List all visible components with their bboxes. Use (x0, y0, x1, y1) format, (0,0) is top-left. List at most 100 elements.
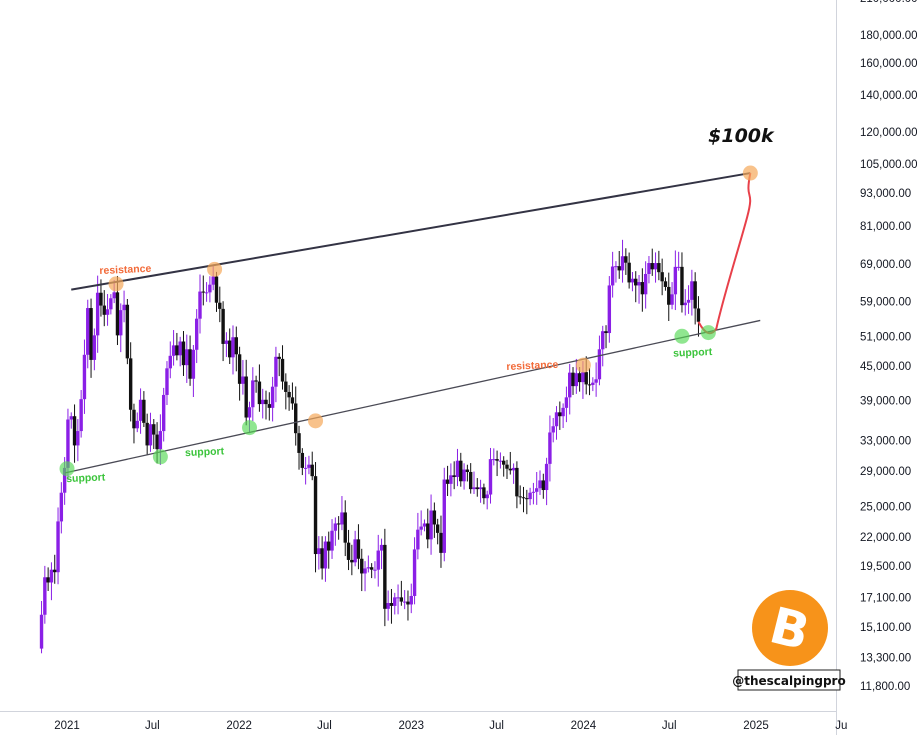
candle-body (449, 475, 453, 484)
candle-body (340, 512, 344, 525)
support-label: support (185, 445, 225, 459)
candle-body (402, 601, 407, 603)
candle-body (234, 337, 239, 355)
candle-body (201, 291, 205, 293)
candle-body (105, 309, 110, 315)
candle-body (617, 266, 621, 271)
y-tick-label: 51,000.00 (860, 331, 911, 343)
candle-body (178, 341, 182, 356)
candle-body (419, 526, 423, 530)
price-axis[interactable]: 210,000.00 180,000.00 160,000.00 140,000.00… (860, 0, 917, 693)
candle-body (313, 476, 318, 555)
y-tick-label: 13,300.00 (860, 652, 911, 664)
candle-body (122, 304, 126, 311)
candle-body (244, 376, 248, 418)
candle-body (650, 263, 654, 270)
candle-body (254, 380, 258, 382)
candle-body (376, 550, 380, 570)
candle-body (231, 337, 235, 358)
candle-body (112, 292, 116, 299)
y-tick-label: 120,000.00 (860, 127, 917, 139)
candle-body (46, 577, 50, 583)
y-tick-label: 22,000.00 (860, 532, 911, 544)
resistance-marker (207, 261, 223, 277)
candle-body (383, 544, 387, 609)
candle-body (333, 523, 338, 531)
x-tick-label: 2024 (571, 720, 597, 732)
candle-body (429, 510, 433, 540)
candle-body (475, 487, 479, 490)
candle-body (601, 331, 605, 350)
candle-body (627, 262, 631, 283)
candle-body (198, 291, 202, 319)
candle-body (109, 298, 113, 310)
candle-body (330, 530, 334, 551)
x-tick-label: 2022 (226, 720, 252, 732)
candle-body (119, 310, 123, 336)
candle-body (214, 276, 219, 303)
candle-body (422, 523, 427, 527)
candle-body (525, 498, 529, 500)
candle-body (531, 491, 536, 493)
candle-body (132, 409, 136, 429)
candle-body (498, 460, 503, 462)
y-tick-label: 69,000.00 (860, 259, 911, 271)
candle-body (564, 397, 569, 408)
candle-body (76, 431, 80, 446)
candle-body (690, 281, 694, 300)
candles-layer (39, 239, 701, 654)
candle-body (452, 475, 456, 478)
candle-body (535, 488, 539, 492)
candle-body (482, 487, 486, 499)
x-tick-label: Ju (835, 720, 847, 732)
y-tick-label: 180,000.00 (860, 30, 917, 42)
x-tick-label: 2025 (743, 720, 769, 732)
x-tick-label: Jul (317, 720, 332, 732)
support-label: support (66, 471, 106, 485)
candle-body (247, 407, 252, 418)
candle-body (79, 399, 83, 432)
candle-body (277, 356, 281, 359)
y-tick-label: 140,000.00 (860, 90, 917, 102)
candle-body (468, 471, 473, 490)
candle-body (620, 256, 625, 271)
candle-body (152, 424, 156, 435)
support-marker (700, 325, 716, 341)
candle-body (82, 354, 87, 400)
candle-body (161, 394, 166, 432)
candle-body (445, 479, 450, 484)
candle-body (439, 532, 443, 553)
candle-body (287, 391, 291, 398)
candle-body (294, 403, 298, 434)
candle-body (591, 382, 595, 385)
candle-body (218, 302, 222, 309)
candle-body (142, 399, 146, 423)
candle-body (336, 523, 341, 525)
candle-body (548, 432, 552, 464)
candle-body (640, 282, 645, 295)
resistance-marker (742, 165, 758, 181)
candle-body (544, 463, 549, 491)
candle-body (59, 492, 64, 522)
candle-body (528, 492, 532, 500)
candle-body (587, 384, 592, 386)
candle-body (584, 372, 588, 385)
time-axis[interactable]: 2021 Jul 2022 Jul 2023 Jul 2024 Jul 2025 Ju (54, 720, 847, 732)
candle-body (181, 341, 186, 366)
candle-body (224, 340, 229, 344)
candle-body (571, 372, 575, 387)
candle-body (188, 349, 192, 379)
resistance-trendline (71, 172, 751, 291)
candle-body (49, 569, 54, 583)
candle-body (485, 494, 489, 499)
candle-body (647, 263, 651, 274)
candle-body (673, 266, 678, 295)
y-tick-label: 93,000.00 (860, 188, 911, 200)
y-tick-label: 81,000.00 (860, 221, 911, 233)
y-tick-label: 15,100.00 (860, 622, 911, 634)
candle-body (607, 285, 612, 334)
candle-body (72, 416, 77, 446)
watermark-handle: @thescalpingpro (732, 674, 845, 688)
candle-body (412, 549, 417, 596)
candle-body (53, 569, 57, 573)
